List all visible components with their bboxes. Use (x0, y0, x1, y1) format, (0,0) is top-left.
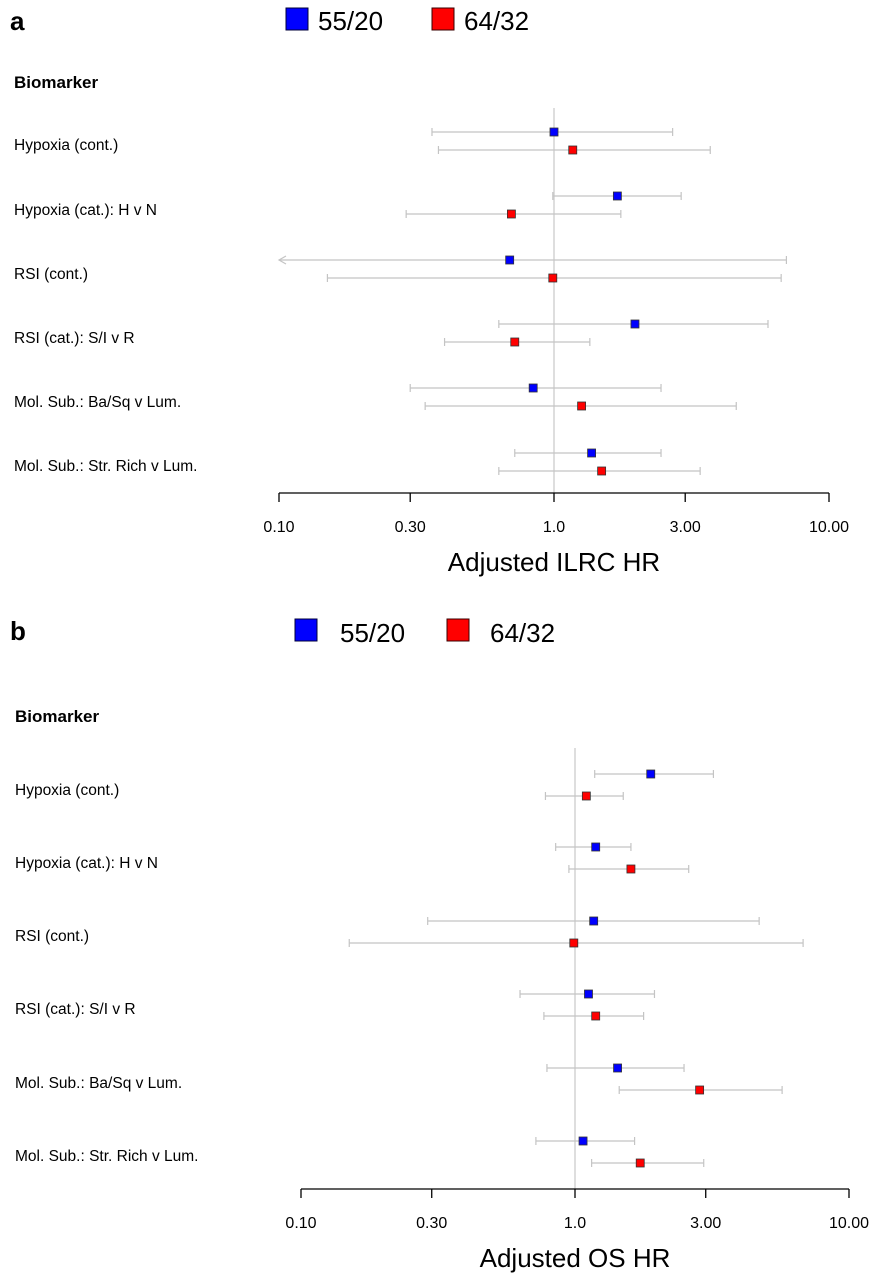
panel-label-b: b (10, 616, 26, 646)
ci-b-4-0 (546, 1063, 685, 1073)
category-label-a-1: Hypoxia (cat.): H v N (14, 202, 157, 219)
ci-a-1-0 (552, 191, 682, 201)
x-tick-label-b-0: 0.10 (285, 1215, 316, 1232)
x-axis-ticks-b: 0.10 0.30 1.0 3.00 10.00 (285, 1189, 869, 1232)
x-tick-label-b-3: 3.00 (690, 1215, 721, 1232)
legend-b: 55/20 64/32 (294, 618, 555, 648)
ci-arrow-a-4 (277, 255, 287, 265)
ci-a-0-0 (431, 127, 674, 137)
x-tick-label-b-4: 10.00 (829, 1215, 869, 1232)
ci-a-2-1 (326, 273, 782, 283)
legend-a: 55/20 64/32 (285, 6, 529, 36)
x-axis-ticks-a: 0.10 0.30 1.0 3.00 10.00 (263, 493, 849, 536)
hr-marker-b-5 (569, 938, 579, 948)
ci-a-1-1 (405, 209, 622, 219)
x-axis-a: 0.10 0.30 1.0 3.00 10.00 Adjusted ILRC HR (263, 492, 849, 577)
ci-a-2-0 (277, 255, 788, 265)
hr-marker-b-6 (584, 989, 593, 999)
hr-marker-b-8 (613, 1063, 622, 1073)
plot-area-b (348, 748, 804, 1189)
ci-b-0-1 (544, 791, 624, 801)
ci-a-4-0 (409, 383, 662, 393)
x-tick-label-a-1: 0.30 (395, 519, 426, 536)
ci-b-0-0 (594, 769, 715, 779)
category-label-a-2: RSI (cont.) (14, 266, 88, 283)
ci-a-5-0 (514, 448, 662, 458)
hr-marker-a-10 (587, 448, 596, 458)
hr-marker-a-6 (630, 319, 640, 329)
plot-area-a (277, 108, 788, 493)
category-label-b-3: RSI (cat.): S/I v R (15, 1001, 136, 1018)
x-tick-label-a-2: 1.0 (543, 519, 565, 536)
panel-a: a 55/20 64/32 Biomarker Hypoxia (cont.) … (10, 6, 849, 577)
legend-b-label-64-32: 64/32 (490, 618, 555, 648)
category-label-b-4: Mol. Sub.: Ba/Sq v Lum. (15, 1075, 182, 1092)
x-tick-label-b-1: 0.30 (416, 1215, 447, 1232)
ci-b-2-1 (348, 938, 804, 948)
ci-a-4-1 (424, 401, 737, 411)
x-tick-label-b-2: 1.0 (564, 1215, 586, 1232)
hr-marker-b-10 (578, 1136, 588, 1146)
category-label-a-5: Mol. Sub.: Str. Rich v Lum. (14, 458, 197, 475)
hr-marker-b-9 (695, 1085, 705, 1095)
category-label-a-4: Mol. Sub.: Ba/Sq v Lum. (14, 394, 181, 411)
hr-marker-b-2 (591, 842, 601, 852)
ci-b-5-0 (535, 1136, 636, 1146)
hr-marker-a-0 (549, 127, 559, 137)
hr-marker-b-4 (589, 916, 599, 926)
hr-marker-a-9 (577, 401, 587, 411)
ci-b-4-1 (618, 1085, 783, 1095)
x-axis-b: 0.10 0.30 1.0 3.00 10.00 Adjusted OS HR (285, 1188, 869, 1273)
hr-marker-a-5 (548, 273, 558, 283)
legend-a-swatch-64-32 (431, 7, 455, 31)
x-axis-title-a: Adjusted ILRC HR (448, 547, 660, 577)
ci-b-5-1 (591, 1158, 705, 1168)
ci-b-2-0 (427, 916, 760, 926)
ci-a-3-0 (498, 319, 769, 329)
hr-marker-b-1 (581, 791, 591, 801)
x-tick-label-a-3: 3.00 (670, 519, 701, 536)
hr-marker-a-4 (505, 255, 515, 265)
panel-b: b 55/20 64/32 Biomarker Hypoxia (cont.) … (10, 616, 869, 1273)
hr-marker-b-0 (646, 769, 656, 779)
hr-marker-b-11 (635, 1158, 645, 1168)
biomarker-heading-b: Biomarker (15, 707, 99, 726)
ci-b-1-0 (555, 842, 632, 852)
hr-marker-b-3 (626, 864, 636, 874)
category-label-a-3: RSI (cat.): S/I v R (14, 330, 135, 347)
ci-b-3-1 (543, 1011, 645, 1021)
ci-a-5-1 (498, 466, 701, 476)
x-axis-title-b: Adjusted OS HR (480, 1243, 671, 1273)
biomarker-heading-a: Biomarker (14, 73, 98, 92)
panel-label-a: a (10, 6, 25, 36)
ci-a-3-1 (443, 337, 591, 347)
hr-marker-b-7 (591, 1011, 601, 1021)
category-label-b-5: Mol. Sub.: Str. Rich v Lum. (15, 1148, 198, 1165)
category-labels-a: Hypoxia (cont.) Hypoxia (cat.): H v N RS… (14, 137, 197, 475)
category-label-a-0: Hypoxia (cont.) (14, 137, 118, 154)
ci-b-3-0 (519, 989, 656, 999)
ci-b-1-1 (568, 864, 690, 874)
hr-marker-a-8 (528, 383, 538, 393)
category-label-b-2: RSI (cont.) (15, 928, 89, 945)
category-labels-b: Hypoxia (cont.) Hypoxia (cat.): H v N RS… (15, 782, 198, 1165)
legend-a-label-55-20: 55/20 (318, 6, 383, 36)
hr-marker-a-2 (612, 191, 622, 201)
ci-a-0-1 (437, 145, 711, 155)
legend-b-swatch-55-20 (294, 618, 318, 642)
category-label-b-1: Hypoxia (cat.): H v N (15, 855, 158, 872)
legend-b-swatch-64-32 (446, 618, 470, 642)
category-label-b-0: Hypoxia (cont.) (15, 782, 119, 799)
hr-marker-a-7 (510, 337, 520, 347)
x-tick-label-a-4: 10.00 (809, 519, 849, 536)
x-tick-label-a-0: 0.10 (263, 519, 294, 536)
legend-b-label-55-20: 55/20 (340, 618, 405, 648)
legend-a-label-64-32: 64/32 (464, 6, 529, 36)
hr-marker-a-1 (568, 145, 578, 155)
hr-marker-a-11 (597, 466, 607, 476)
hr-marker-a-3 (507, 209, 516, 219)
legend-a-swatch-55-20 (285, 7, 309, 31)
